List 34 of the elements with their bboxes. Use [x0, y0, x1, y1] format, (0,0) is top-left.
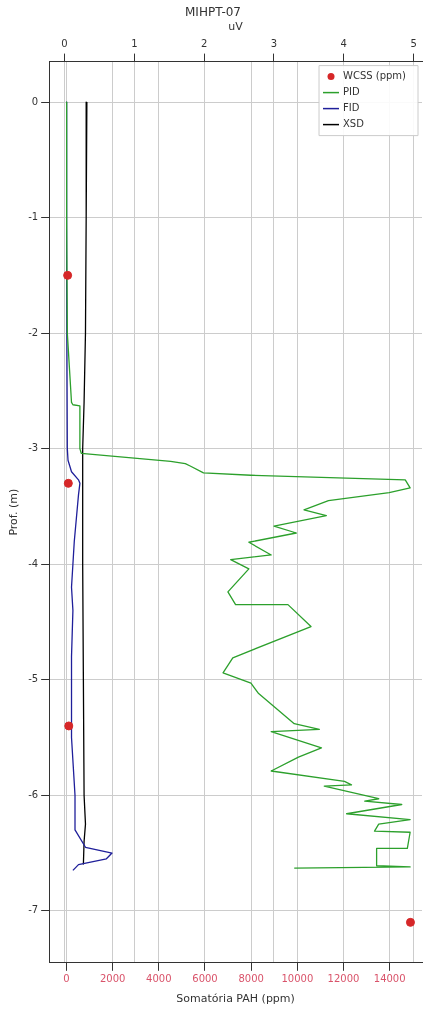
x-axis-title: Somatória PAH (ppm) [176, 992, 295, 1006]
x2-tick-label: 0 [61, 38, 68, 50]
y-axis-title: Prof. (m) [7, 488, 21, 536]
legend-label: XSD [343, 118, 365, 130]
y-tick-label: -6 [28, 788, 39, 800]
x2-tick-label: 4 [340, 38, 347, 50]
point [63, 270, 73, 280]
x-tick-label: 4000 [146, 973, 172, 985]
y-tick-label: -3 [28, 442, 39, 454]
point [64, 721, 74, 731]
point [63, 478, 73, 488]
x-tick-label: 12000 [327, 973, 360, 985]
legend-label: WCSS (ppm) [343, 70, 407, 82]
y-tick-label: -5 [28, 673, 39, 685]
x-tick-label: 10000 [281, 973, 314, 985]
chart-title: MIHPT-07 [185, 5, 241, 20]
point [405, 917, 415, 927]
x-tick-label: 2000 [99, 973, 126, 985]
x-tick-label: 8000 [238, 973, 264, 985]
legend-label: PID [343, 86, 360, 98]
x2-axis-title: uV [228, 19, 244, 33]
y-tick-label: -1 [28, 211, 39, 223]
y-tick-label: -7 [28, 904, 39, 916]
legend-label: FID [343, 102, 360, 114]
x-tick-label: 14000 [373, 973, 406, 985]
y-tick-label: 0 [31, 95, 39, 107]
x-tick-label: 0 [63, 973, 70, 985]
y-tick-label: -2 [28, 326, 39, 338]
x2-tick-label: 3 [270, 38, 278, 50]
y-tick-label: -4 [28, 557, 39, 569]
x2-tick-label: 2 [200, 38, 208, 50]
x2-tick-label: 5 [410, 38, 417, 50]
x2-tick-label: 1 [131, 38, 138, 50]
x-tick-label: 6000 [192, 973, 218, 985]
